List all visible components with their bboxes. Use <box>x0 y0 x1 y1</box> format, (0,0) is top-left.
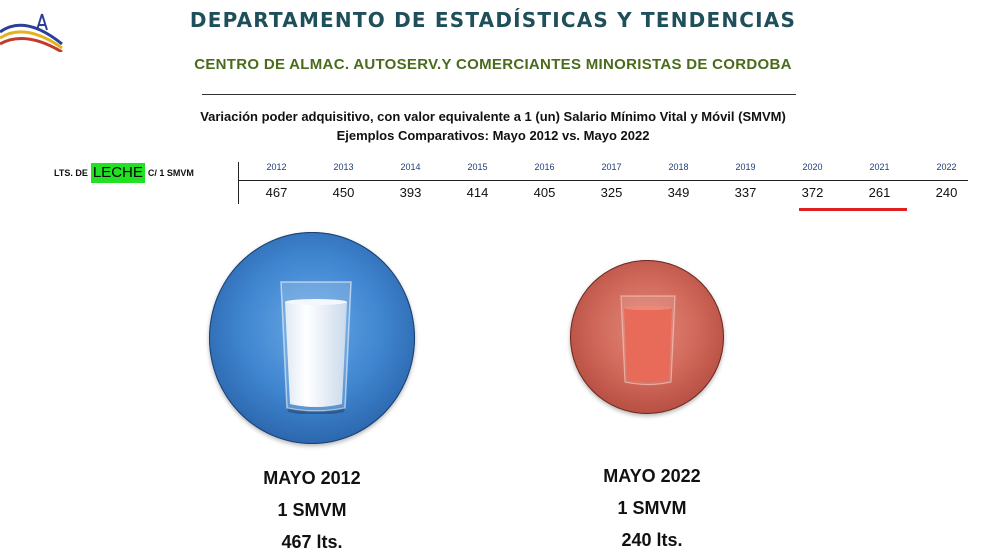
year-cell: 2020 <box>802 162 823 172</box>
milk-glass-icon <box>280 281 352 414</box>
page-title: DEPARTAMENTO DE ESTADÍSTICAS Y TENDENCIA… <box>189 8 797 32</box>
logo-icon <box>0 13 63 52</box>
value-cell: 450 <box>332 185 355 200</box>
year-cell: 2016 <box>534 162 555 172</box>
year-cell: 2019 <box>735 162 756 172</box>
value-cell: 349 <box>667 185 690 200</box>
value-cell: 337 <box>734 185 757 200</box>
row-label-suffix: C/ 1 SMVM <box>147 168 194 178</box>
value-cell: 467 <box>265 185 288 200</box>
caption-wage: 1 SMVM <box>617 498 687 518</box>
divider <box>202 94 796 95</box>
value-cell: 372 <box>801 185 824 200</box>
row-label: LTS. DE LECHE C/ 1 SMVM <box>54 163 194 183</box>
year-cell: 2018 <box>668 162 689 172</box>
caption-liters: 240 lts. <box>621 530 683 550</box>
highlight-underline <box>799 208 907 211</box>
row-label-highlight: LECHE <box>90 163 145 183</box>
organization-subtitle: CENTRO DE ALMAC. AUTOSERV.Y COMERCIANTES… <box>194 56 792 73</box>
value-cell: 405 <box>533 185 556 200</box>
table-horizontal-rule <box>238 180 968 181</box>
table-vertical-rule <box>238 162 239 204</box>
year-cell: 2022 <box>936 162 957 172</box>
value-cell: 261 <box>868 185 891 200</box>
value-cell: 240 <box>935 185 958 200</box>
caption-date: MAYO 2012 <box>263 468 361 488</box>
year-cell: 2017 <box>601 162 622 172</box>
milk-glass-icon <box>620 295 676 386</box>
value-cell: 393 <box>399 185 422 200</box>
value-cell: 414 <box>466 185 489 200</box>
value-cell: 325 <box>600 185 623 200</box>
year-cell: 2013 <box>333 162 354 172</box>
year-cell: 2021 <box>869 162 890 172</box>
caption-date: MAYO 2022 <box>603 466 701 486</box>
value-row: 467 450 393 414 405 325 349 337 372 261 … <box>243 185 980 200</box>
heading-line-1: Variación poder adquisitivo, con valor e… <box>200 109 786 124</box>
year-cell: 2015 <box>467 162 488 172</box>
year-header-row: 2012 2013 2014 2015 2016 2017 2018 2019 … <box>243 162 980 172</box>
caption-liters: 467 lts. <box>281 532 343 552</box>
caption-2012: MAYO 2012 1 SMVM 467 lts. <box>212 462 412 558</box>
caption-2022: MAYO 2022 1 SMVM 240 lts. <box>552 460 752 556</box>
year-cell: 2014 <box>400 162 421 172</box>
row-label-prefix: LTS. DE <box>54 168 88 178</box>
year-cell: 2012 <box>266 162 287 172</box>
caption-wage: 1 SMVM <box>277 500 347 520</box>
heading-line-2: Ejemplos Comparativos: Mayo 2012 vs. May… <box>336 128 650 143</box>
